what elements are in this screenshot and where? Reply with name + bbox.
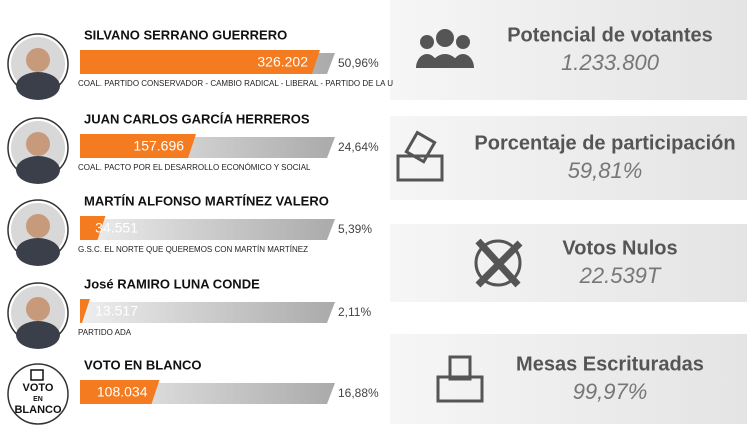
candidate-name: José RAMIRO LUNA CONDE [84,276,260,291]
photo-frame [7,363,69,425]
value-label: 13.517 [95,303,138,319]
stat-value: 99,97% [573,379,648,404]
percentage-label: 24,64% [338,140,379,154]
value-label: 34.551 [95,220,138,236]
stat-title: Potencial de votantes [507,24,713,46]
photo-body [16,72,60,100]
stat-panel [390,116,747,200]
value-label: 326.202 [257,54,308,70]
percentage-label: 2,11% [338,305,371,319]
percentage-label: 5,39% [338,222,372,236]
bar [80,380,160,404]
icon [436,29,454,47]
percentage-label: 16,88% [338,386,379,400]
party-label: COAL. PARTIDO CONSERVADOR - CAMBIO RADIC… [78,79,393,88]
icon [448,355,472,381]
stat-title: Porcentaje de participación [474,132,735,154]
icon [474,239,522,287]
photo-head [26,48,50,72]
logo-text: BLANCO [14,404,61,416]
stat-value: 1.233.800 [561,50,660,75]
stat-value: 59,81% [568,158,643,183]
bar [80,50,320,74]
candidate-name: MARTÍN ALFONSO MARTÍNEZ VALERO [84,193,329,208]
candidate-name: VOTO EN BLANCO [84,357,202,372]
icon [404,130,437,164]
logo-box [30,369,44,381]
value-label: 108.034 [97,384,148,400]
icon [436,375,484,403]
photo-head [26,297,50,321]
icon [456,35,470,49]
photo-head [26,132,50,156]
photo-body [16,321,60,349]
bar-track [80,219,335,240]
value-label: 157.696 [133,138,184,154]
bar-track [80,302,335,323]
stat-panel [390,0,747,100]
stat-value: 22.539T [579,263,662,288]
bar [80,216,106,240]
stat-title: Votos Nulos [562,237,677,259]
stat-panel [390,334,747,424]
photo-head [26,214,50,238]
party-label: COAL. PACTO POR EL DESARROLLO ECONÓMICO … [78,163,311,172]
bar [80,134,197,158]
photo-body [16,238,60,266]
party-label: G.S.C. EL NORTE QUE QUEREMOS CON MARTÍN … [78,245,308,254]
percentage-label: 50,96% [338,56,379,70]
bar [80,299,90,323]
stat-title: Mesas Escrituradas [516,353,704,375]
icon [396,154,444,182]
candidate-name: SILVANO SERRANO GUERRERO [84,27,287,42]
party-label: PARTIDO ADA [78,328,132,337]
logo-text: VOTO [23,382,54,394]
icon [431,54,459,68]
stat-panel [390,224,747,302]
candidate-name: JUAN CARLOS GARCÍA HERREROS [84,111,310,126]
logo-text: EN [33,396,43,403]
icon [420,35,434,49]
photo-body [16,156,60,184]
icon [475,238,523,288]
